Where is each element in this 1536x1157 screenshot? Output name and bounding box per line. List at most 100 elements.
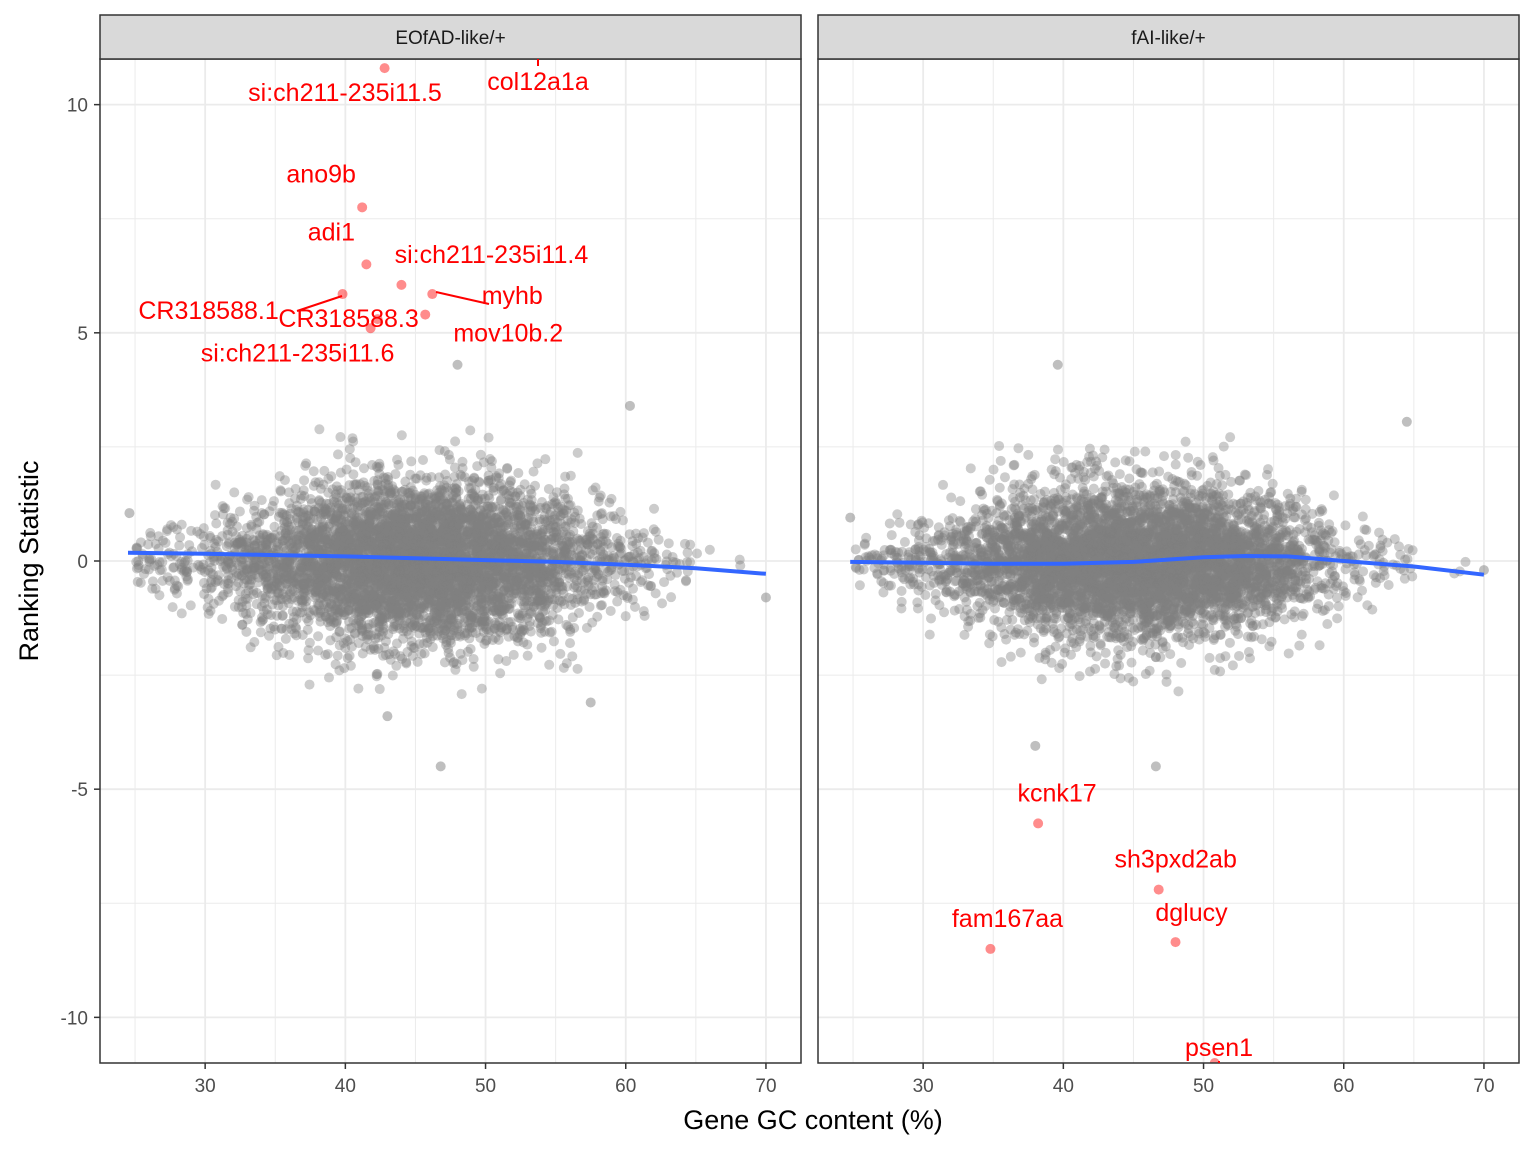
gene-point	[136, 537, 146, 547]
gene-point	[217, 614, 227, 624]
gene-point	[527, 495, 537, 505]
gene-point	[177, 608, 187, 618]
gene-point	[174, 541, 184, 551]
gene-point	[270, 625, 280, 635]
gene-point	[359, 463, 369, 473]
gene-point	[484, 433, 494, 443]
gene-point	[499, 572, 509, 582]
gene-point	[418, 455, 428, 465]
gene-point	[211, 519, 221, 529]
gene-point	[491, 471, 501, 481]
gene-point	[406, 456, 416, 466]
gene-point	[519, 625, 529, 635]
gene-point	[646, 581, 656, 591]
gene-point	[452, 479, 462, 489]
gene-point	[303, 653, 313, 663]
gene-point	[457, 689, 467, 699]
gene-point	[664, 538, 674, 548]
gene-point	[325, 635, 335, 645]
gene-point	[309, 466, 319, 476]
gene-point	[284, 498, 294, 508]
gene-point	[457, 655, 467, 665]
gene-point	[246, 608, 256, 618]
gene-point	[591, 483, 601, 493]
gene-point	[205, 533, 215, 543]
gene-point	[534, 610, 544, 620]
gene-point	[172, 589, 182, 599]
gene-point	[481, 622, 491, 632]
gene-point	[659, 577, 669, 587]
gene-point	[526, 530, 536, 540]
gene-point	[609, 511, 619, 521]
gene-point	[631, 539, 641, 549]
gene-point	[548, 600, 558, 610]
gene-point	[397, 430, 407, 440]
gene-point	[358, 648, 368, 658]
gene-point	[154, 590, 164, 600]
gene-point	[505, 477, 515, 487]
gene-point	[573, 448, 583, 458]
gene-point	[735, 555, 745, 565]
gene-point	[685, 540, 695, 550]
gene-point	[333, 449, 343, 459]
gene-point	[649, 524, 659, 534]
gene-point	[144, 554, 154, 564]
gene-point	[558, 596, 568, 606]
gene-point	[295, 608, 305, 618]
gene-point	[463, 647, 473, 657]
gene-point	[610, 586, 620, 596]
gene-point	[479, 457, 489, 467]
gene-point	[513, 468, 523, 478]
gene-point	[373, 475, 383, 485]
gene-point	[291, 484, 301, 494]
gene-point	[649, 504, 659, 514]
gene-point	[305, 680, 315, 690]
gene-point	[211, 480, 221, 490]
gene-point	[388, 670, 398, 680]
gene-point	[587, 518, 597, 528]
gene-point	[252, 599, 262, 609]
gene-point	[549, 636, 559, 646]
gene-point	[537, 643, 547, 653]
gene-point	[311, 477, 321, 487]
gene-point	[398, 634, 408, 644]
gene-point	[598, 586, 608, 596]
gene-point	[285, 587, 295, 597]
gene-point	[573, 664, 583, 674]
gene-point	[606, 494, 616, 504]
gene-point	[300, 461, 310, 471]
gene-point	[393, 460, 403, 470]
gene-point	[595, 546, 605, 556]
gene-point	[133, 577, 143, 587]
gene-point	[324, 673, 334, 683]
gene-point	[666, 592, 676, 602]
gene-point	[403, 488, 413, 498]
gene-point	[440, 470, 450, 480]
gene-point	[276, 486, 286, 496]
gene-point	[274, 512, 284, 522]
gene-point	[172, 525, 182, 535]
gene-point	[435, 445, 445, 455]
gene-point	[335, 432, 345, 442]
gene-point	[241, 540, 251, 550]
gene-point	[390, 469, 400, 479]
gene-point	[195, 529, 205, 539]
gene-point	[195, 561, 205, 571]
gene-point	[391, 547, 401, 557]
gene-point	[572, 576, 582, 586]
gene-point	[540, 627, 550, 637]
gene-point	[186, 600, 196, 610]
gene-point	[450, 436, 460, 446]
gene-point	[420, 648, 430, 658]
gene-point	[158, 576, 168, 586]
gene-point	[298, 596, 308, 606]
gene-point	[565, 638, 575, 648]
gene-point	[544, 660, 554, 670]
gene-point	[518, 638, 528, 648]
gene-point	[559, 663, 569, 673]
gene-point	[484, 490, 494, 500]
gene-point	[285, 509, 295, 519]
gene-point	[353, 684, 363, 694]
